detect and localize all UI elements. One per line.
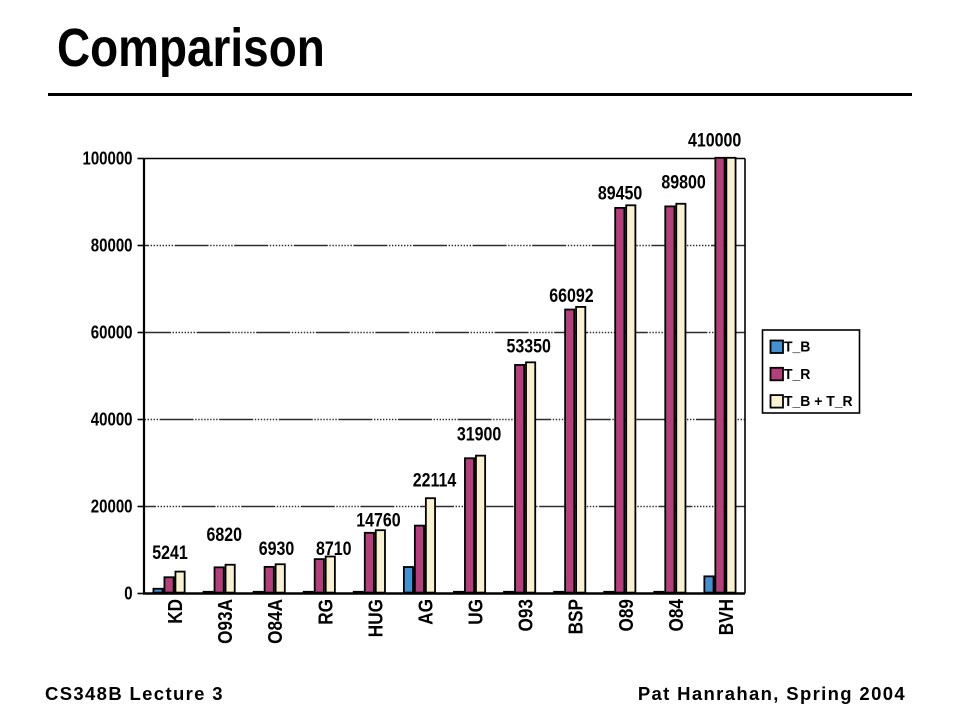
bar-O93A-T_B + T_R [224, 563, 236, 594]
x-axis-label-O93: O93 [516, 599, 538, 632]
data-label-KD: 5241 [152, 543, 188, 564]
data-label-O93: 53350 [507, 337, 551, 358]
data-label-O84: 89800 [661, 173, 705, 194]
bar-O84A-T_B + T_R [274, 563, 286, 594]
bar-BSP-T_B + T_R [575, 305, 587, 594]
data-label-O93A: 6820 [207, 525, 243, 546]
bar-AG-T_B [402, 566, 414, 594]
x-axis-label-HUG: HUG [365, 599, 387, 637]
bar-O84-T_R [664, 205, 676, 594]
x-axis-label-AG: AG [415, 599, 437, 625]
legend-label-T_R: T_R [784, 366, 811, 383]
data-label-HUG: 14760 [356, 511, 400, 532]
data-label-BSP: 66092 [549, 286, 593, 307]
y-axis-label-80000: 80000 [91, 236, 133, 256]
legend-swatch-T_B + T_R [769, 394, 784, 409]
data-label-UG: 31900 [457, 425, 501, 446]
y-axis-label-20000: 20000 [91, 497, 133, 517]
y-axis-label-40000: 40000 [91, 410, 133, 430]
legend-label-T_B: T_B [784, 339, 811, 356]
bar-O84-T_B + T_R [675, 202, 687, 594]
bar-HUG-T_R [363, 531, 375, 594]
bar-RG-T_B + T_R [324, 555, 336, 594]
bar-KD-T_R [163, 576, 175, 594]
bar-BVH-T_B [703, 575, 715, 594]
y-axis-label-100000: 100000 [83, 149, 133, 169]
bar-AG-T_B + T_R [424, 497, 436, 594]
bar-O93-T_B + T_R [525, 361, 537, 594]
bar-UG-T_R [464, 457, 476, 594]
data-label-O89: 89450 [598, 183, 642, 204]
bar-RG-T_R [313, 558, 325, 594]
x-axis-label-O89: O89 [616, 599, 638, 632]
bar-HUG-T_B + T_R [374, 529, 386, 594]
bar-KD-T_B [152, 587, 164, 594]
bar-O84A-T_R [263, 565, 275, 594]
y-axis-label-60000: 60000 [91, 323, 133, 343]
title-rule [48, 93, 912, 96]
data-label-AG: 22114 [413, 471, 457, 492]
x-axis-label-O93A: O93A [215, 599, 237, 644]
legend-label-T_B + T_R: T_B + T_R [784, 393, 853, 410]
bar-O89-T_B + T_R [625, 204, 637, 594]
footer-course-label: CS348B Lecture 3 [45, 683, 224, 704]
data-label-RG: 8710 [316, 539, 352, 560]
bar-KD-T_B + T_R [174, 570, 186, 594]
y-axis-label-0: 0 [124, 584, 132, 604]
bar-UG-T_B + T_R [475, 454, 487, 594]
x-axis-label-UG: UG [466, 599, 488, 625]
bar-BSP-T_R [564, 308, 576, 594]
footer-author-label: Pat Hanrahan, Spring 2004 [637, 683, 906, 704]
x-axis-label-BVH: BVH [716, 599, 738, 635]
x-axis-label-RG: RG [315, 599, 337, 625]
bar-BVH-T_R [714, 156, 726, 594]
legend-swatch-T_B [769, 339, 784, 354]
x-axis-label-BSP: BSP [566, 599, 588, 634]
x-axis-label-O84A: O84A [265, 599, 287, 644]
data-label-O84A: 6930 [259, 539, 295, 560]
bar-O89-T_R [614, 206, 626, 594]
bar-AG-T_R [413, 524, 425, 594]
slide-title: Comparison [57, 18, 325, 78]
data-label-BVH: 410000 [688, 130, 741, 151]
x-axis-label-KD: KD [165, 599, 187, 624]
bar-BVH-T_B + T_R [725, 156, 737, 594]
x-axis-label-O84: O84 [666, 598, 688, 631]
bar-O93-T_R [514, 364, 526, 594]
legend-swatch-T_R [769, 366, 784, 382]
bar-O93A-T_R [213, 566, 225, 594]
